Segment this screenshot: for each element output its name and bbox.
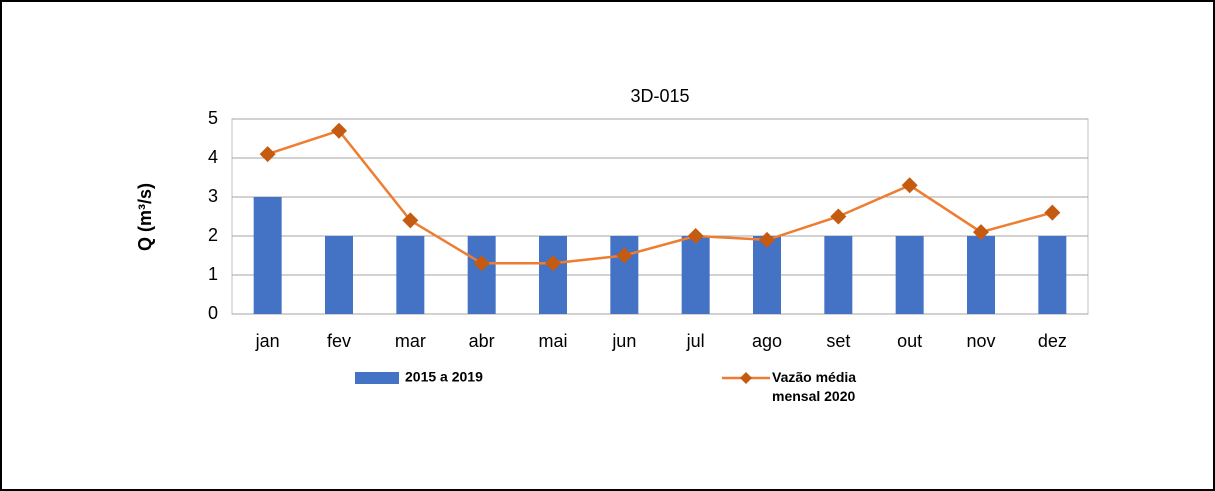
marker bbox=[259, 146, 276, 163]
bar bbox=[967, 236, 995, 314]
y-tick-label: 5 bbox=[208, 108, 218, 128]
legend-swatch bbox=[355, 372, 399, 384]
bar bbox=[325, 236, 353, 314]
y-axis-title: Q (m³/s) bbox=[135, 183, 155, 251]
bar bbox=[253, 197, 282, 314]
bar bbox=[681, 236, 710, 314]
x-tick-label: fev bbox=[327, 331, 351, 351]
line bbox=[267, 129, 1053, 265]
bar bbox=[396, 236, 425, 314]
x-tick-label: ago bbox=[752, 331, 782, 351]
bar bbox=[467, 236, 496, 314]
bar bbox=[1038, 236, 1067, 314]
legend-marker bbox=[740, 372, 752, 384]
x-tick-label: nov bbox=[966, 331, 995, 351]
y-tick-label: 2 bbox=[208, 225, 218, 245]
x-tick-label: set bbox=[826, 331, 850, 351]
x-tick-label: mar bbox=[395, 331, 426, 351]
legend-label: Vazão média mensal 2020 bbox=[772, 369, 856, 404]
bar bbox=[753, 236, 781, 314]
y-tick-label: 3 bbox=[208, 186, 218, 206]
marker bbox=[402, 212, 419, 229]
marker bbox=[973, 224, 989, 241]
marker bbox=[901, 177, 918, 194]
marker bbox=[616, 247, 633, 264]
x-tick-label: jan bbox=[255, 331, 280, 351]
marker bbox=[545, 255, 561, 272]
marker bbox=[331, 122, 347, 139]
marker bbox=[687, 228, 704, 244]
marker bbox=[759, 231, 775, 248]
y-tick-label: 1 bbox=[208, 264, 218, 284]
bar bbox=[539, 236, 567, 314]
legend-label-line: Vazão média bbox=[772, 369, 856, 385]
marker bbox=[473, 255, 490, 272]
bar bbox=[895, 236, 924, 314]
x-tick-label: abr bbox=[469, 331, 495, 351]
bar bbox=[824, 236, 853, 314]
legend-label-line: mensal 2020 bbox=[772, 388, 855, 404]
x-tick-label: mai bbox=[538, 331, 567, 351]
x-tick-label: jun bbox=[611, 331, 636, 351]
marker bbox=[830, 208, 847, 225]
x-tick-label: out bbox=[897, 331, 922, 351]
marker bbox=[1044, 204, 1061, 221]
x-tick-label: dez bbox=[1038, 331, 1067, 351]
legend-label: 2015 a 2019 bbox=[405, 369, 483, 385]
x-tick-label: jul bbox=[686, 331, 705, 351]
y-tick-label: 0 bbox=[208, 303, 218, 323]
y-tick-label: 4 bbox=[208, 147, 218, 167]
chart-title: 3D-015 bbox=[630, 86, 689, 106]
